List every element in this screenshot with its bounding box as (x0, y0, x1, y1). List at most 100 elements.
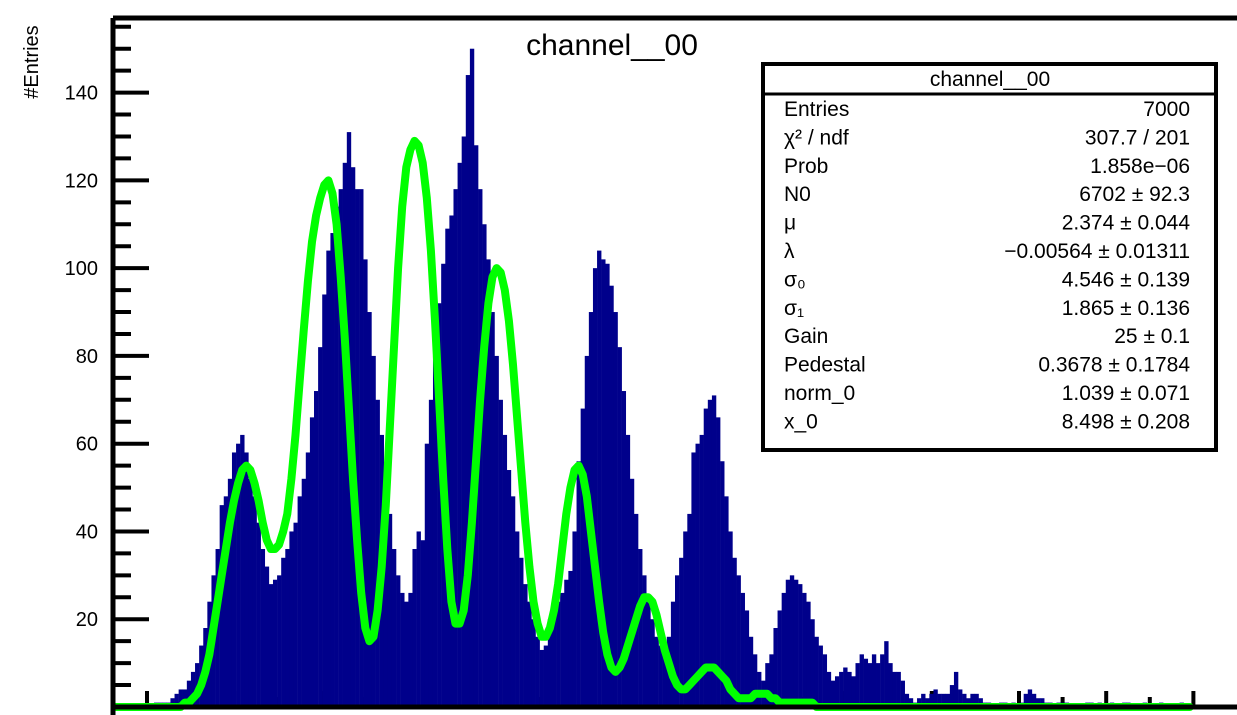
histogram-bin (309, 417, 315, 707)
histogram-bin (769, 654, 774, 707)
histogram-bin (953, 671, 959, 707)
stats-row-value: 1.858e−06 (1090, 155, 1190, 178)
histogram-bin (523, 584, 528, 707)
histogram-bin (277, 575, 282, 707)
histogram-bin (757, 671, 762, 707)
histogram-bin (326, 250, 331, 708)
histogram-bin (502, 434, 508, 707)
y-tick-label: 80 (76, 346, 98, 368)
histogram-bin (219, 505, 225, 707)
histogram-bin (679, 557, 684, 707)
stats-row-label: Entries (784, 98, 849, 121)
histogram-bin (494, 355, 499, 707)
histogram-bin (400, 592, 405, 707)
histogram-bin (465, 75, 471, 707)
stats-box: channel__00 Entries 7000 χ² / ndf 307.7 / 2… (761, 62, 1218, 452)
histogram-bin (227, 478, 233, 707)
histogram-bin (859, 654, 864, 707)
stats-row-value: 1.865 ± 0.136 (1062, 297, 1190, 320)
histogram-bin (531, 619, 536, 707)
histogram-bin (810, 619, 815, 707)
stats-row-value: 2.374 ± 0.044 (1062, 212, 1191, 235)
y-tick-label: 20 (76, 609, 98, 631)
histogram-bin (375, 399, 380, 707)
y-tick-label: 120 (65, 170, 98, 192)
stats-box-border (761, 62, 1218, 452)
stats-row-label: Prob (784, 155, 828, 178)
histogram-bin (871, 654, 877, 707)
histogram-bin (613, 312, 618, 707)
histogram-bin (190, 671, 196, 707)
stats-row-label: μ (784, 212, 796, 235)
histogram-bin (900, 680, 905, 707)
histogram-bin (847, 671, 852, 707)
histogram-bin (551, 610, 557, 707)
histogram-bin (597, 250, 602, 708)
histogram-bin (945, 693, 951, 707)
histogram-bin (937, 693, 942, 707)
histogram-bin (925, 698, 930, 707)
histogram-bin (1040, 698, 1045, 707)
histogram-bin (617, 347, 622, 707)
histogram-bin (564, 579, 569, 707)
histogram-bin (863, 658, 869, 707)
histogram-bin (314, 391, 319, 707)
histogram-bin (547, 619, 553, 707)
histogram-bin (240, 434, 245, 707)
histogram-bin (789, 575, 795, 707)
stats-row-value: 25 ± 0.1 (1114, 325, 1190, 348)
histogram-bin (416, 531, 421, 707)
histogram-bin (703, 408, 709, 707)
histogram-bin (929, 693, 934, 707)
histogram-bin (908, 698, 914, 707)
histogram-bin (498, 399, 503, 707)
histogram-bin (383, 478, 389, 707)
histogram-bin (236, 443, 241, 707)
histogram-bin (650, 619, 655, 707)
histogram-bin (223, 496, 229, 707)
histogram-bin (736, 575, 741, 707)
histogram-bin (646, 601, 651, 707)
histogram-bin (539, 649, 544, 707)
y-tick-label: 140 (65, 83, 98, 105)
histogram-bin (178, 689, 183, 707)
histogram-bin (293, 522, 298, 707)
histogram-bin (958, 689, 963, 707)
histogram-bin (412, 549, 417, 707)
histogram-bin (699, 434, 704, 707)
histogram-bin (720, 461, 725, 707)
histogram-bin (256, 522, 261, 707)
histogram-bin (896, 671, 901, 707)
histogram-bin (867, 663, 873, 707)
stats-row-value: 4.546 ± 0.139 (1062, 268, 1190, 291)
histogram-bin (560, 592, 565, 707)
histogram-bin (798, 584, 803, 707)
histogram-bin (921, 693, 926, 707)
histogram-bin (182, 689, 188, 707)
histogram-bin (642, 575, 647, 707)
histogram-bin (658, 645, 663, 707)
histogram-bin (962, 693, 967, 707)
stats-row-value: 7000 (1143, 98, 1190, 121)
histogram-bin (1027, 689, 1033, 707)
histogram-bin (170, 698, 175, 707)
histogram-bin (752, 654, 758, 707)
histogram-bin (396, 575, 401, 707)
histogram-bin (876, 663, 881, 707)
histogram-bin (793, 579, 799, 707)
histogram-bin (949, 685, 955, 707)
y-tick-label: 60 (76, 434, 98, 456)
histogram-bin (404, 601, 409, 707)
histogram-bin (621, 391, 627, 707)
histogram-bin (260, 549, 266, 707)
histogram-bin (888, 663, 893, 707)
histogram-bin (342, 162, 348, 707)
histogram-bin (437, 303, 442, 707)
histogram-bin (568, 570, 573, 707)
histogram-bin (424, 443, 430, 707)
histogram-bin (490, 312, 495, 707)
y-tick-label: 40 (76, 521, 98, 543)
stats-box-title: channel__00 (930, 68, 1050, 91)
stats-row-label: σ₀ (784, 268, 806, 291)
